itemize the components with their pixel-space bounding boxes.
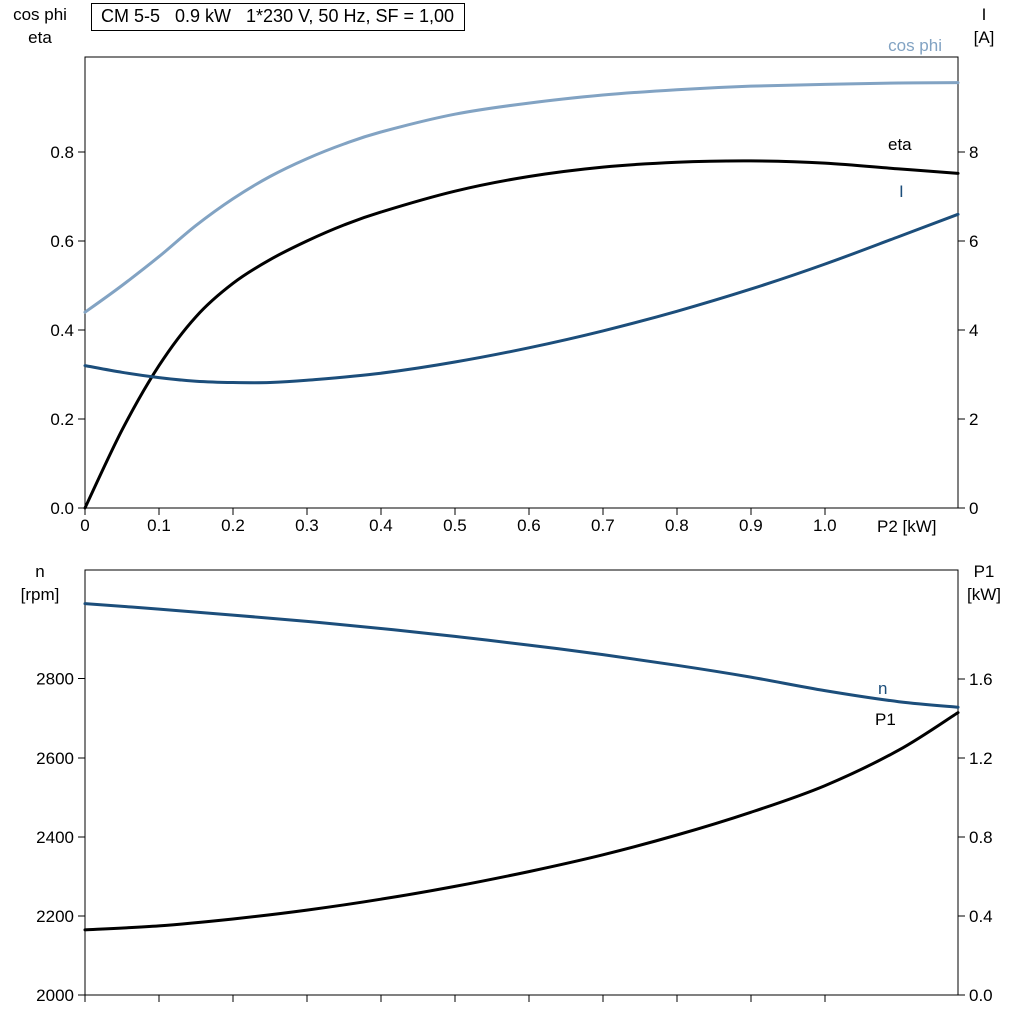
axis-title-line-speed-unit: [rpm] [20,585,60,604]
tick-label: 1.0 [813,516,837,535]
bottom-chart-left-axis-title: n [rpm] [2,560,78,606]
curve-label-eta: eta [888,135,912,154]
tick-label: 0.6 [50,232,74,251]
bottom-chart-right-axis-title: P1 [kW] [952,560,1016,606]
curve-p1 [83,711,960,932]
tick-label: 2 [969,410,978,429]
tick-label: 1.2 [969,749,993,768]
tick-label: 6 [969,232,978,251]
tick-label: 0.7 [591,516,615,535]
axis-title-line-speed: n [35,562,45,581]
tick-label: 0.6 [517,516,541,535]
tick-label: 2000 [36,986,74,1005]
tick-label: 2600 [36,749,74,768]
tick-label: 0.8 [969,828,993,847]
tick-label: 0.4 [50,321,74,340]
tick-label: 2800 [36,670,74,689]
tick-label: 2200 [36,907,74,926]
top-chart-right-axis-title: I [A] [952,3,1016,49]
tick-label: 8 [969,143,978,162]
curve-speed [83,602,960,709]
curve-label-cos-phi: cos phi [888,36,942,55]
axis-title-line-p1: P1 [973,562,995,581]
curve-current [83,212,960,385]
curve-label-input-power: P1 [875,710,896,729]
tick-label: 0.4 [369,516,393,535]
axis-title-line-current-unit: [A] [973,28,995,47]
top-chart-left-axis-title: cos phi eta [2,3,78,49]
tick-label: 0.1 [147,516,171,535]
tick-label: 0.8 [50,143,74,162]
tick-label: 0.4 [969,907,993,926]
tick-label: 0.3 [295,516,319,535]
curve-label-current: I [899,182,904,201]
axis-title-line-eta: eta [28,28,52,47]
plot-frame [84,569,959,996]
curve-cos-phi [83,81,960,314]
tick-label: 0.0 [969,986,993,1005]
axis-title-line-current: I [981,5,987,24]
tick-label: 0.2 [50,410,74,429]
tick-label: 0 [969,499,978,518]
tick-label: 0.9 [739,516,763,535]
axis-title-line-cos-phi: cos phi [13,5,67,24]
tick-label: 0.5 [443,516,467,535]
axis-title-line-p1-unit: [kW] [967,585,1001,604]
tick-label: 0.8 [665,516,689,535]
tick-label: 0.0 [50,499,74,518]
plot-frame [84,56,959,509]
tick-label: 1.6 [969,670,993,689]
tick-label: 0 [80,516,89,535]
chart-title-box: CM 5-5 0.9 kW 1*230 V, 50 Hz, SF = 1,00 [91,3,466,31]
tick-label: 4 [969,321,978,340]
tick-label: 0.2 [221,516,245,535]
curve-eta [83,159,960,510]
x-axis-title-p2: P2 [kW] [877,517,937,536]
curve-label-speed: n [878,679,888,698]
tick-label: 2400 [36,828,74,847]
